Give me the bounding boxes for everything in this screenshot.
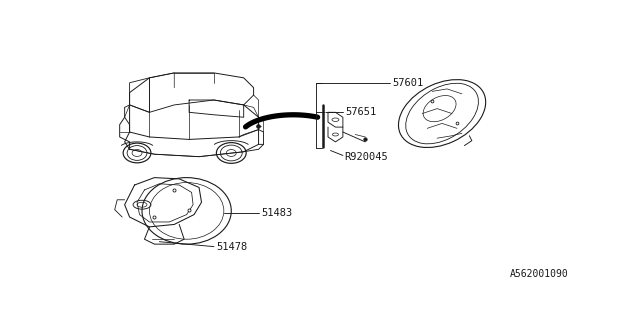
Text: R920045: R920045 — [344, 152, 388, 162]
Text: A562001090: A562001090 — [510, 269, 568, 279]
Text: 57651: 57651 — [346, 107, 376, 117]
Text: 51483: 51483 — [261, 208, 292, 218]
Text: 51478: 51478 — [216, 242, 248, 252]
Text: 57601: 57601 — [392, 78, 424, 88]
